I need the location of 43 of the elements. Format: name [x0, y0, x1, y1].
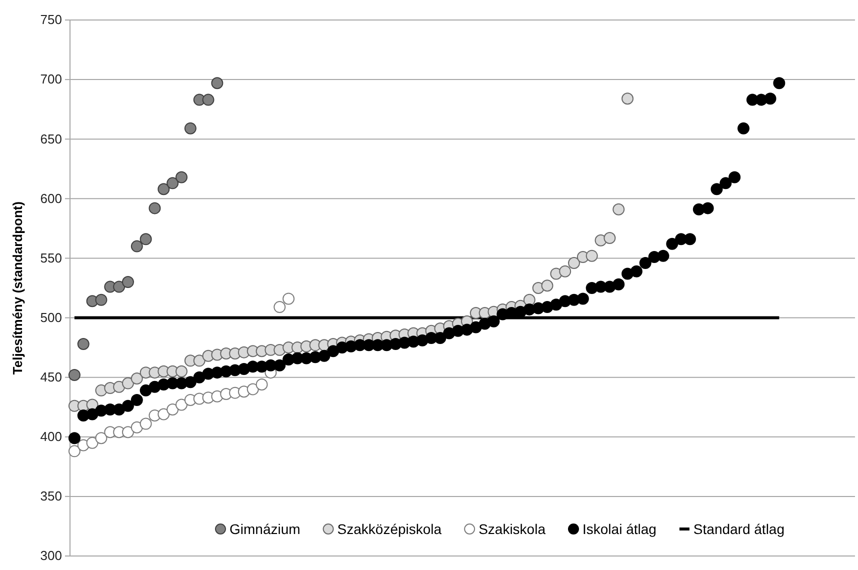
y-tick-label: 300: [40, 548, 62, 564]
point: [140, 418, 152, 430]
legend-label: Gimnázium: [229, 521, 300, 537]
point: [122, 276, 134, 288]
point: [158, 408, 170, 420]
point: [68, 445, 80, 458]
point: [95, 294, 108, 306]
legend-label: Standard átlag: [693, 521, 785, 537]
point: [176, 171, 188, 184]
y-tick-label: 550: [40, 250, 62, 266]
y-tick-label: 650: [40, 131, 62, 146]
point: [95, 432, 108, 444]
point: [86, 436, 98, 449]
point: [282, 292, 295, 305]
point: [113, 280, 126, 293]
point: [256, 378, 268, 390]
legend-label: Szakközépiskola: [337, 521, 442, 537]
point: [166, 404, 179, 416]
point: [148, 202, 161, 214]
point: [176, 398, 188, 411]
point: [158, 183, 170, 196]
y-tick-label: 500: [40, 310, 62, 325]
y-axis-title: Teljesítmény (standardpont): [10, 201, 25, 375]
point: [274, 301, 286, 314]
y-tick-label: 600: [40, 190, 62, 206]
y-tick-label: 750: [40, 12, 62, 28]
point: [166, 177, 179, 190]
point: [130, 421, 143, 434]
y-tick-label: 700: [40, 72, 62, 87]
point: [130, 240, 143, 252]
legend-label: Iskolai átlag: [582, 521, 656, 537]
point: [211, 77, 224, 90]
point: [202, 94, 214, 106]
point: [184, 122, 196, 134]
y-tick-label: 350: [40, 488, 62, 504]
point: [140, 233, 152, 246]
legend-label: Szakiskola: [478, 521, 546, 537]
point: [68, 368, 80, 381]
point: [246, 383, 259, 396]
y-tick-label: 400: [40, 429, 62, 444]
point: [122, 426, 134, 438]
point: [77, 338, 90, 350]
y-tick-label: 450: [40, 369, 62, 384]
